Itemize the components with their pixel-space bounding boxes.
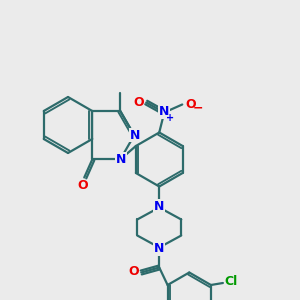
Text: O: O xyxy=(185,98,196,111)
Text: N: N xyxy=(154,242,164,255)
Text: +: + xyxy=(166,113,174,124)
Text: O: O xyxy=(128,265,139,278)
Text: N: N xyxy=(116,153,126,166)
Text: −: − xyxy=(193,102,203,115)
Text: N: N xyxy=(154,200,164,213)
Text: N: N xyxy=(159,105,169,118)
Text: O: O xyxy=(133,96,144,109)
Text: Cl: Cl xyxy=(224,275,238,289)
Text: N: N xyxy=(130,129,140,142)
Text: O: O xyxy=(77,179,88,192)
